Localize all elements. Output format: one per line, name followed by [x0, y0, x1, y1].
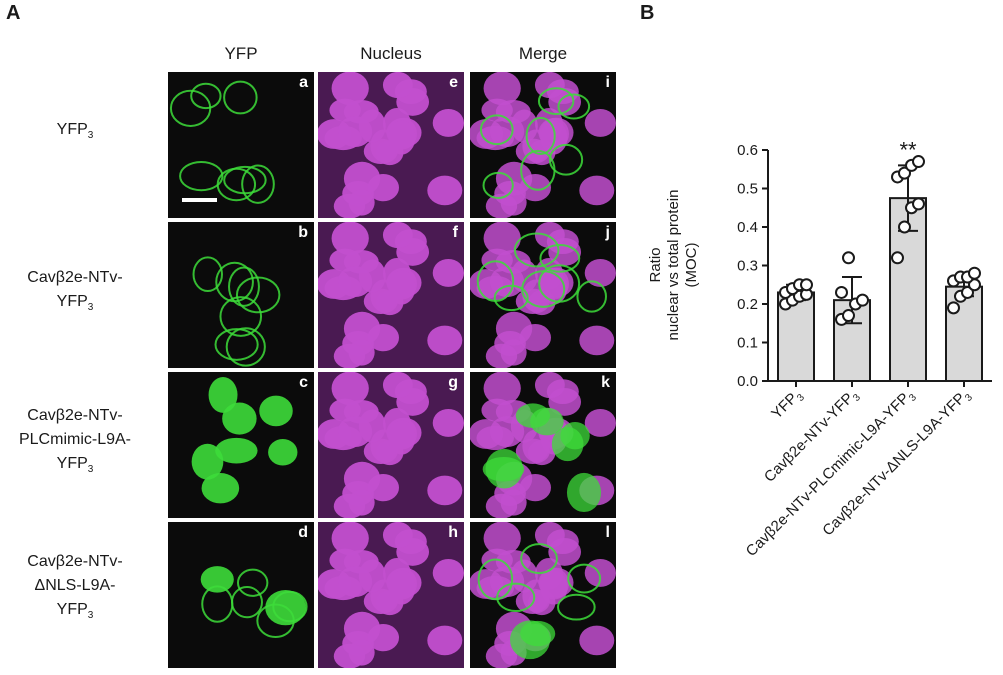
- significance-marker: **: [899, 137, 917, 162]
- micrograph-image: [318, 222, 464, 368]
- y-tick-label: 0.0: [737, 373, 758, 390]
- tile-letter: d: [298, 524, 308, 541]
- micrograph-tile: f: [318, 222, 464, 368]
- micrograph-image: [168, 72, 314, 218]
- scale-bar: [182, 198, 217, 202]
- data-point: [912, 155, 925, 169]
- row-label-line: YFP3: [56, 601, 94, 622]
- row-label-yfp3: YFP3: [0, 118, 150, 148]
- micrograph-image: [470, 222, 616, 368]
- y-tick-label: 0.3: [737, 258, 758, 275]
- micrograph-tile: h: [318, 522, 464, 668]
- data-point: [856, 293, 869, 307]
- micrograph-image: [168, 222, 314, 368]
- y-tick-label: 0.6: [737, 142, 758, 159]
- panel-a-letter: A: [6, 2, 21, 24]
- row-label-line: Cavβ2e-NTv-: [27, 269, 123, 286]
- panel-b-letter: B: [640, 2, 655, 24]
- y-axis-label: (MOC): [683, 243, 700, 288]
- column-header-yfp: YFP: [224, 44, 258, 63]
- tile-letter: h: [448, 524, 458, 541]
- row-label-line: Cavβ2e-NTv-: [27, 407, 123, 424]
- micrograph-tile: e: [318, 72, 464, 218]
- micrograph-image: [168, 372, 314, 518]
- micrograph-image: [318, 72, 464, 218]
- tile-letter: b: [298, 224, 308, 241]
- data-point: [800, 278, 813, 292]
- row-label-line: YFP3: [56, 455, 94, 476]
- row-label-line: ΔNLS-L9A-: [34, 577, 116, 594]
- data-point: [898, 166, 911, 180]
- micrograph-tile: b: [168, 222, 314, 368]
- row-label-line: PLCmimic-L9A-: [18, 431, 131, 448]
- row-label-line: YFP3: [56, 121, 94, 142]
- micrograph-image: [168, 522, 314, 668]
- micrograph-tile: i: [470, 72, 616, 218]
- micrograph-tile: j: [470, 222, 616, 368]
- tile-letter: a: [299, 74, 308, 91]
- data-point: [947, 301, 960, 315]
- tile-letter: f: [452, 224, 458, 241]
- tile-letter: l: [605, 524, 610, 541]
- y-tick-label: 0.2: [737, 296, 758, 313]
- row-label-line: Cavβ2e-NTv-: [27, 553, 123, 570]
- micrograph-image: [318, 372, 464, 518]
- micrograph-image: [470, 372, 616, 518]
- micrograph-tile: g: [318, 372, 464, 518]
- moc-bar-chart: 0.0 0.1 0.2 0.3 0.4 0.5 0.6 Ratio nuclear vs tot…: [647, 137, 992, 560]
- tile-letter: c: [299, 374, 308, 391]
- tile-letter: e: [449, 74, 458, 91]
- y-axis-label: nuclear vs total protein: [665, 190, 682, 341]
- row-label-plcmimic: Cavβ2e-NTv- PLCmimic-L9A- YFP3: [0, 404, 150, 482]
- data-point: [842, 309, 855, 323]
- y-tick-label: 0.5: [737, 181, 758, 198]
- x-tick-label: Cavβ2e-NTv-YFP3: [761, 385, 863, 487]
- tile-letter: k: [601, 374, 610, 391]
- data-point: [912, 197, 925, 211]
- x-tick-label: YFP3: [768, 385, 807, 424]
- micrograph-image: [470, 522, 616, 668]
- y-tick-label: 0.4: [737, 219, 758, 236]
- column-header-nucleus: Nucleus: [360, 44, 422, 63]
- data-point: [961, 285, 974, 299]
- micrograph-tile: a: [168, 72, 314, 218]
- row-label-line: YFP3: [56, 293, 94, 314]
- row-label-ntv-yfp3: Cavβ2e-NTv- YFP3: [0, 266, 150, 320]
- y-tick-label: 0.1: [737, 335, 758, 352]
- micrograph-image: [318, 522, 464, 668]
- data-point: [968, 266, 981, 280]
- data-point: [891, 251, 904, 265]
- micrograph-tile: c: [168, 372, 314, 518]
- tile-letter: j: [605, 224, 610, 241]
- data-point: [898, 220, 911, 234]
- micrograph-tile: l: [470, 522, 616, 668]
- column-header-merge: Merge: [518, 44, 568, 63]
- data-point: [842, 251, 855, 265]
- data-point: [835, 285, 848, 299]
- tile-letter: g: [448, 374, 458, 391]
- row-label-dnls: Cavβ2e-NTv- ΔNLS-L9A- YFP3: [0, 550, 150, 628]
- tile-letter: i: [605, 74, 610, 91]
- y-axis-label: Ratio: [647, 247, 664, 282]
- micrograph-image: [470, 72, 616, 218]
- micrograph-tile: k: [470, 372, 616, 518]
- micrograph-tile: d: [168, 522, 314, 668]
